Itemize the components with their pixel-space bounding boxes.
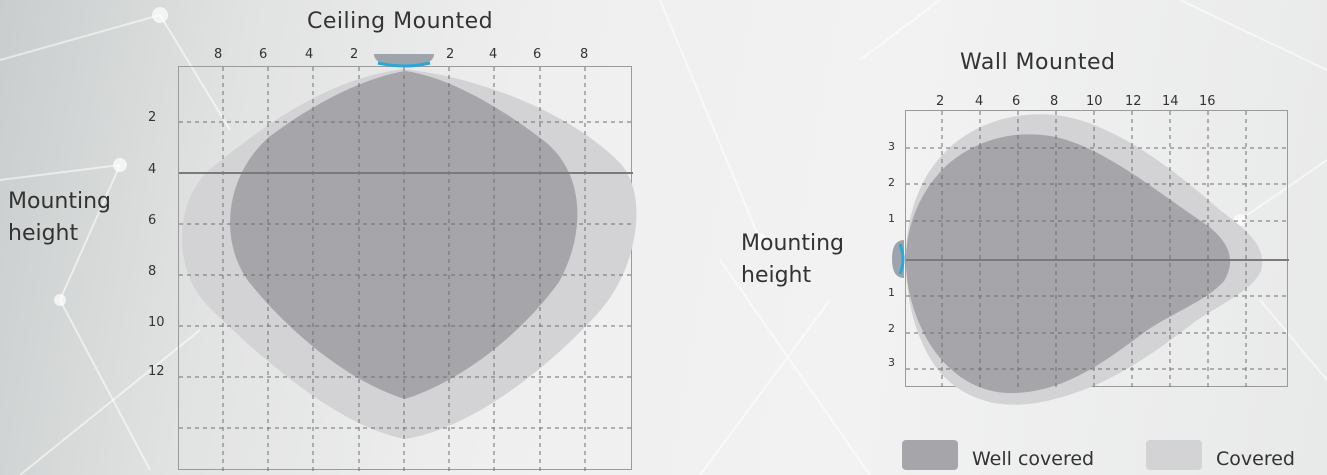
- ceiling-x-tick: 8: [214, 47, 223, 62]
- ceiling-coverage-grid: [178, 66, 637, 471]
- wall-x-tick: 8: [1050, 94, 1059, 109]
- ceiling-x-tick: 6: [259, 47, 268, 62]
- label-line: height: [741, 263, 812, 288]
- wall-y-tick: 2: [888, 176, 895, 189]
- label-line: Mounting: [741, 231, 844, 256]
- wall-well-covered-zone: [906, 134, 1231, 394]
- ceiling-y-tick: 6: [148, 213, 157, 228]
- ceiling-x-tick: 8: [580, 47, 589, 62]
- label-line: Mounting: [8, 189, 111, 214]
- ceiling-x-tick: 2: [446, 47, 455, 62]
- wall-x-tick: 12: [1125, 94, 1142, 109]
- ceiling-x-tick: 6: [533, 47, 542, 62]
- ceiling-y-tick: 12: [148, 364, 165, 379]
- wall-y-tick: 3: [888, 356, 895, 369]
- wall-x-tick: 14: [1162, 94, 1179, 109]
- ceiling-x-tick: 4: [305, 47, 314, 62]
- legend-covered-swatch: [1146, 440, 1202, 470]
- ceiling-mounted-title: Ceiling Mounted: [307, 9, 494, 34]
- label-line: height: [8, 221, 79, 246]
- wall-sensor-icon: [892, 240, 905, 278]
- ceiling-mounting-height-label: Mounting height: [8, 186, 111, 250]
- wall-mounting-height-label: Mounting height: [741, 228, 844, 292]
- legend-well-covered-swatch: [902, 440, 958, 470]
- wall-coverage-grid: [905, 110, 1289, 405]
- ceiling-x-tick: 2: [350, 47, 359, 62]
- ceiling-y-tick: 2: [148, 110, 157, 125]
- wall-y-tick: 1: [888, 286, 895, 299]
- wall-x-tick: 4: [975, 94, 984, 109]
- wall-y-tick: 2: [888, 322, 895, 335]
- ceiling-y-tick: 10: [148, 315, 165, 330]
- wall-mounted-title: Wall Mounted: [960, 50, 1116, 75]
- ceiling-x-tick: 4: [489, 47, 498, 62]
- ceiling-y-tick: 8: [148, 264, 157, 279]
- legend-well-covered-label: Well covered: [972, 448, 1095, 470]
- wall-y-tick: 1: [888, 212, 895, 225]
- ceiling-sensor-icon: [374, 54, 434, 68]
- legend-covered-label: Covered: [1216, 448, 1295, 470]
- wall-x-tick: 16: [1199, 94, 1216, 109]
- wall-x-tick: 10: [1086, 94, 1103, 109]
- wall-y-tick: 3: [888, 140, 895, 153]
- wall-x-tick: 2: [936, 94, 945, 109]
- ceiling-y-tick: 4: [148, 162, 157, 177]
- wall-x-tick: 6: [1012, 94, 1021, 109]
